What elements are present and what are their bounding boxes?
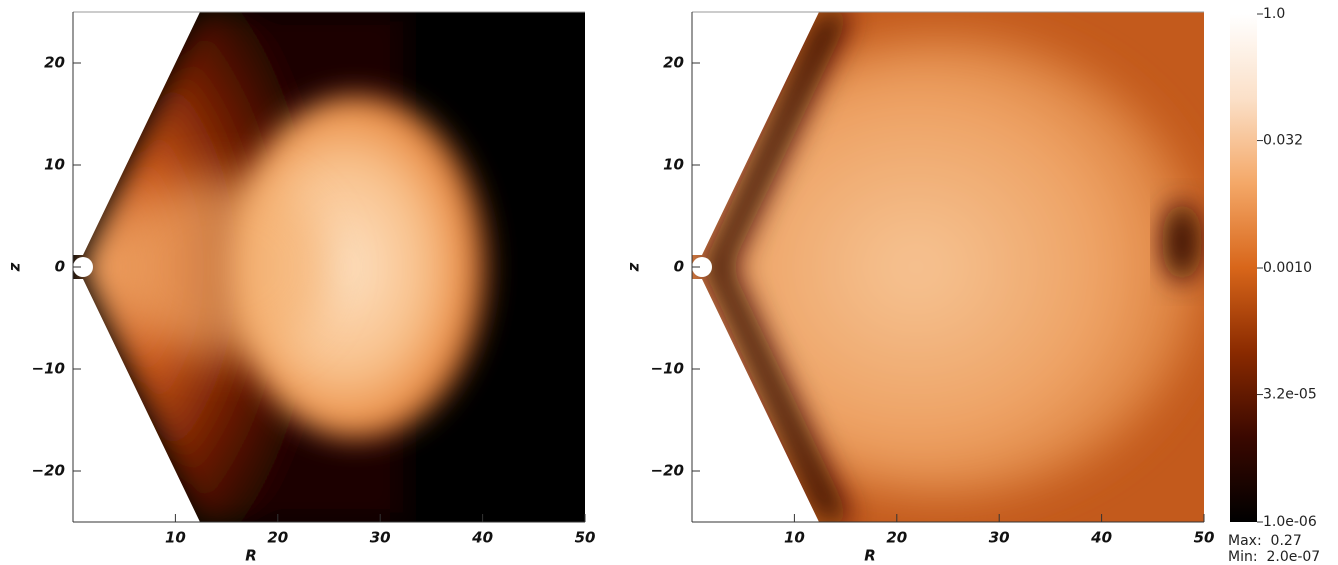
y-tick-label: 10	[44, 156, 65, 174]
x-tick-label: 20	[886, 529, 907, 547]
y-tick-label: 0	[674, 258, 684, 276]
colorbar-tick-label: 3.2e-05	[1263, 387, 1317, 403]
y-tick-label: −20	[651, 462, 684, 480]
colorbar-tick-label: 0.0010	[1263, 260, 1312, 276]
x-tick-label: 20	[267, 529, 288, 547]
y-tick-label: 20	[44, 54, 65, 72]
y-tick-label: −20	[32, 462, 65, 480]
annotation: Min: 2.0e-07	[1228, 549, 1320, 565]
x-axis-label: R	[245, 547, 257, 565]
y-axis-label: z	[6, 262, 24, 272]
x-tick-label: 30	[989, 529, 1010, 547]
colorbar-tick-label: 1.0e-06	[1263, 514, 1317, 530]
x-tick-label: 10	[165, 529, 186, 547]
y-tick-label: −10	[651, 360, 684, 378]
heatmap-panel	[682, 12, 1204, 522]
jet	[113, 177, 333, 357]
x-tick-label: 10	[784, 529, 805, 547]
y-tick-label: 0	[55, 258, 65, 276]
annotation: Max: 0.27	[1228, 533, 1302, 549]
y-tick-label: 20	[663, 54, 684, 72]
x-tick-label: 50	[1194, 529, 1215, 547]
heatmap-panel	[73, 12, 585, 522]
y-axis-label: z	[625, 262, 643, 272]
colorbar-tick-label: 1.0	[1263, 6, 1285, 22]
y-tick-label: −10	[32, 360, 65, 378]
colorbar	[1230, 14, 1257, 522]
y-tick-label: 10	[663, 156, 684, 174]
figure: 10 20 30 40 50 −20 −10 0 10 20 Rz 10 20 30 40 50 −20 −10 0…	[0, 0, 1338, 565]
dark-patch	[1162, 202, 1202, 282]
x-tick-label: 30	[370, 529, 391, 547]
x-tick-label: 40	[471, 529, 493, 547]
colorbar-tick-label: 0.032	[1263, 133, 1303, 149]
x-tick-label: 50	[575, 529, 596, 547]
x-tick-label: 40	[1090, 529, 1112, 547]
x-axis-label: R	[864, 547, 876, 565]
